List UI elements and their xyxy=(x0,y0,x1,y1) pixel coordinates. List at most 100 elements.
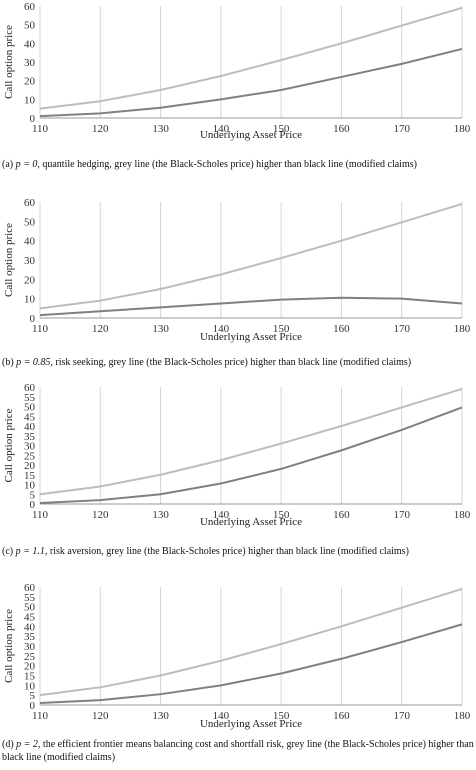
y-tick-label-b: 0 xyxy=(30,313,36,325)
x-tick-label-d: 110 xyxy=(32,710,49,722)
y-tick-label-a: 30 xyxy=(24,57,36,69)
y-tick-label-d: 20 xyxy=(24,661,36,673)
chart-b: 0 10 20 30 40 50 60 110 120 130 140 150 160 170 180 Und… xyxy=(3,197,471,343)
x-tick-label-a: 180 xyxy=(454,123,471,135)
x-tick-label-a: 130 xyxy=(152,123,169,135)
y-tick-label-c: 20 xyxy=(24,460,36,472)
x-tick-label-c: 170 xyxy=(393,509,410,521)
y-tick-label-d: 60 xyxy=(24,582,36,594)
x-tick-label-d: 170 xyxy=(393,710,410,722)
x-tick-label-b: 120 xyxy=(92,323,109,335)
y-tick-label-b: 30 xyxy=(24,255,36,267)
x-tick-label-d: 120 xyxy=(92,710,109,722)
y-axis-title-a: Call option price xyxy=(3,25,15,99)
chart-panel-d: 0 5 10 15 20 25 30 35 40 45 50 55 60 110 120 130 140 150 1… xyxy=(0,582,476,770)
y-tick-label-b: 10 xyxy=(24,294,36,306)
y-tick-label-d: 30 xyxy=(24,641,36,653)
y-tick-label-a: 20 xyxy=(24,76,36,88)
grey-line-c xyxy=(39,387,463,496)
y-tick-label-c: 35 xyxy=(24,431,36,443)
grey-line-d xyxy=(39,588,463,697)
dark-line-b xyxy=(39,296,463,317)
caption-a-text: , quantile hedging, grey line (the Black… xyxy=(37,159,417,170)
y-tick-label-a: 40 xyxy=(24,38,36,50)
x-tick-label-d: 160 xyxy=(333,710,350,722)
y-tick-label-d: 45 xyxy=(24,612,36,624)
y-tick-label-c: 45 xyxy=(24,411,36,423)
x-axis-title-d: Underlying Asset Price xyxy=(200,718,302,730)
x-axis-title-c: Underlying Asset Price xyxy=(200,516,302,528)
caption-c: (c) p = 1.1, risk aversion, grey line (t… xyxy=(2,545,474,558)
x-tick-label-c: 120 xyxy=(92,509,109,521)
y-tick-label-c: 10 xyxy=(24,480,36,492)
caption-d-text: , the efficient frontier means balancing… xyxy=(2,739,474,763)
x-tick-label-b: 140 xyxy=(213,323,230,335)
dark-line-a xyxy=(39,47,463,118)
y-tick-label-d: 35 xyxy=(24,631,36,643)
y-axis-title-c: Call option price xyxy=(3,408,15,482)
y-tick-label-d: 10 xyxy=(24,680,36,692)
caption-c-label: (c) xyxy=(2,546,14,557)
caption-d: (d) p = 2, the efficient frontier means … xyxy=(2,738,474,764)
x-tick-label-a: 110 xyxy=(32,123,49,135)
x-tick-label-b: 180 xyxy=(454,323,471,335)
x-tick-label-c: 180 xyxy=(454,509,471,521)
x-tick-label-c: 110 xyxy=(32,509,49,521)
x-tick-label-a: 120 xyxy=(92,123,109,135)
y-tick-label-d: 25 xyxy=(24,651,36,663)
y-tick-label-a: 10 xyxy=(24,94,36,106)
x-tick-label-c: 160 xyxy=(333,509,350,521)
x-tick-label-a: 170 xyxy=(393,123,410,135)
x-tick-label-b: 160 xyxy=(333,323,350,335)
x-tick-label-c: 130 xyxy=(152,509,169,521)
grey-line-a xyxy=(39,6,463,110)
caption-a-label: (a) xyxy=(2,159,14,170)
y-tick-label-a: 50 xyxy=(24,20,36,32)
y-tick-label-a: 0 xyxy=(30,113,36,125)
caption-d-label: (d) xyxy=(2,739,14,750)
y-tick-label-d: 50 xyxy=(24,602,36,614)
x-axis-title-a: Underlying Asset Price xyxy=(200,129,302,141)
chart-panel-c: 0 5 10 15 20 25 30 35 40 45 50 55 60 110 120 130 140 150 1… xyxy=(0,382,476,572)
y-tick-label-d: 0 xyxy=(30,700,36,712)
chart-panel-a: 0 10 20 30 40 50 60 110 120 130 140 150 160 170 180 Und… xyxy=(0,0,476,180)
y-tick-label-d: 55 xyxy=(24,592,36,604)
x-tick-label-a: 140 xyxy=(213,123,230,135)
caption-b: (b) p = 0.85, risk seeking, grey line (t… xyxy=(2,356,474,369)
x-tick-label-d: 180 xyxy=(454,710,471,722)
x-tick-label-b: 150 xyxy=(273,323,290,335)
caption-b-label: (b) xyxy=(2,357,14,368)
y-tick-label-c: 25 xyxy=(24,450,36,462)
x-tick-label-c: 150 xyxy=(273,509,290,521)
y-tick-label-b: 40 xyxy=(24,236,36,248)
x-axis-title-b: Underlying Asset Price xyxy=(200,331,302,343)
caption-a-p: p = 0 xyxy=(15,159,38,170)
caption-c-text: , risk aversion, grey line (the Black-Sc… xyxy=(44,546,409,557)
y-tick-label-c: 0 xyxy=(30,499,36,511)
x-tick-label-d: 130 xyxy=(152,710,169,722)
x-tick-label-c: 140 xyxy=(213,509,230,521)
chart-a: 0 10 20 30 40 50 60 110 120 130 140 150 160 170 180 Und… xyxy=(3,1,471,141)
y-tick-label-c: 15 xyxy=(24,470,36,482)
caption-b-p: p = 0.85 xyxy=(16,357,51,368)
y-tick-label-c: 30 xyxy=(24,441,36,453)
x-tick-label-a: 150 xyxy=(273,123,290,135)
y-tick-label-b: 50 xyxy=(24,216,36,228)
x-tick-label-b: 130 xyxy=(152,323,169,335)
dark-line-d xyxy=(39,623,463,705)
y-tick-label-c: 55 xyxy=(24,392,36,404)
x-tick-label-a: 160 xyxy=(333,123,350,135)
chart-panel-b: 0 10 20 30 40 50 60 110 120 130 140 150 160 170 180 Und… xyxy=(0,192,476,372)
y-tick-label-d: 5 xyxy=(30,690,36,702)
y-tick-label-c: 50 xyxy=(24,402,36,414)
y-tick-label-b: 20 xyxy=(24,274,36,286)
caption-b-text: , risk seeking, grey line (the Black-Sch… xyxy=(50,357,412,368)
x-tick-label-d: 140 xyxy=(213,710,230,722)
caption-c-p: p = 1.1 xyxy=(15,546,45,557)
y-axis-title-d: Call option price xyxy=(3,609,15,683)
y-tick-label-a: 60 xyxy=(24,1,36,13)
y-tick-label-c: 40 xyxy=(24,421,36,433)
y-tick-label-c: 60 xyxy=(24,382,36,394)
